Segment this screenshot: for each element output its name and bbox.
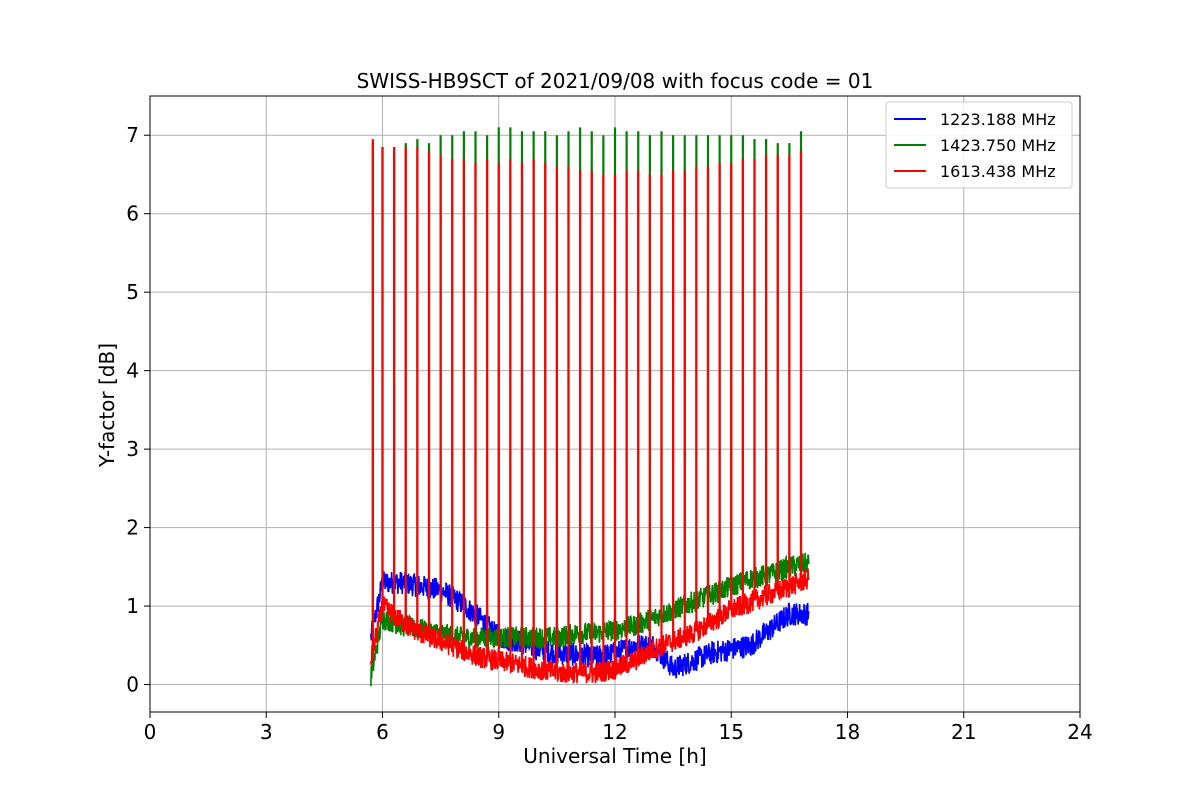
y-tick-label: 1	[126, 594, 139, 618]
legend-label: 1613.438 MHz	[940, 162, 1056, 181]
series-line	[370, 568, 810, 684]
plot-area	[370, 127, 810, 687]
y-tick-label: 2	[126, 516, 139, 540]
x-tick-label: 9	[492, 720, 505, 744]
series-line	[370, 571, 810, 679]
x-tick-label: 0	[144, 720, 157, 744]
legend-box	[885, 101, 1073, 189]
series-2	[370, 139, 810, 684]
x-tick-label: 24	[1067, 720, 1092, 744]
x-tick-label: 12	[602, 720, 627, 744]
y-tick-label: 7	[126, 123, 139, 147]
y-tick-label: 4	[126, 359, 139, 383]
series-line	[370, 552, 810, 687]
chart-title: SWISS-HB9SCT of 2021/09/08 with focus co…	[357, 69, 874, 93]
y-axis-label: Y-factor [dB]	[95, 343, 119, 468]
x-tick-label: 18	[835, 720, 860, 744]
y-tick-label: 3	[126, 437, 139, 461]
x-axis-label: Universal Time [h]	[523, 744, 706, 768]
y-tick-label: 6	[126, 202, 139, 226]
legend: 1223.188 MHz 1423.750 MHz 1613.438 MHz	[885, 101, 1073, 189]
y-tick-label: 5	[126, 280, 139, 304]
x-tick-label: 15	[719, 720, 744, 744]
y-tick-label: 0	[126, 673, 139, 697]
x-tick-label: 3	[260, 720, 273, 744]
legend-label: 1223.188 MHz	[940, 110, 1056, 129]
series-0	[370, 571, 810, 679]
x-tick-label: 6	[376, 720, 389, 744]
x-tick-label: 21	[951, 720, 976, 744]
legend-label: 1423.750 MHz	[940, 136, 1056, 155]
